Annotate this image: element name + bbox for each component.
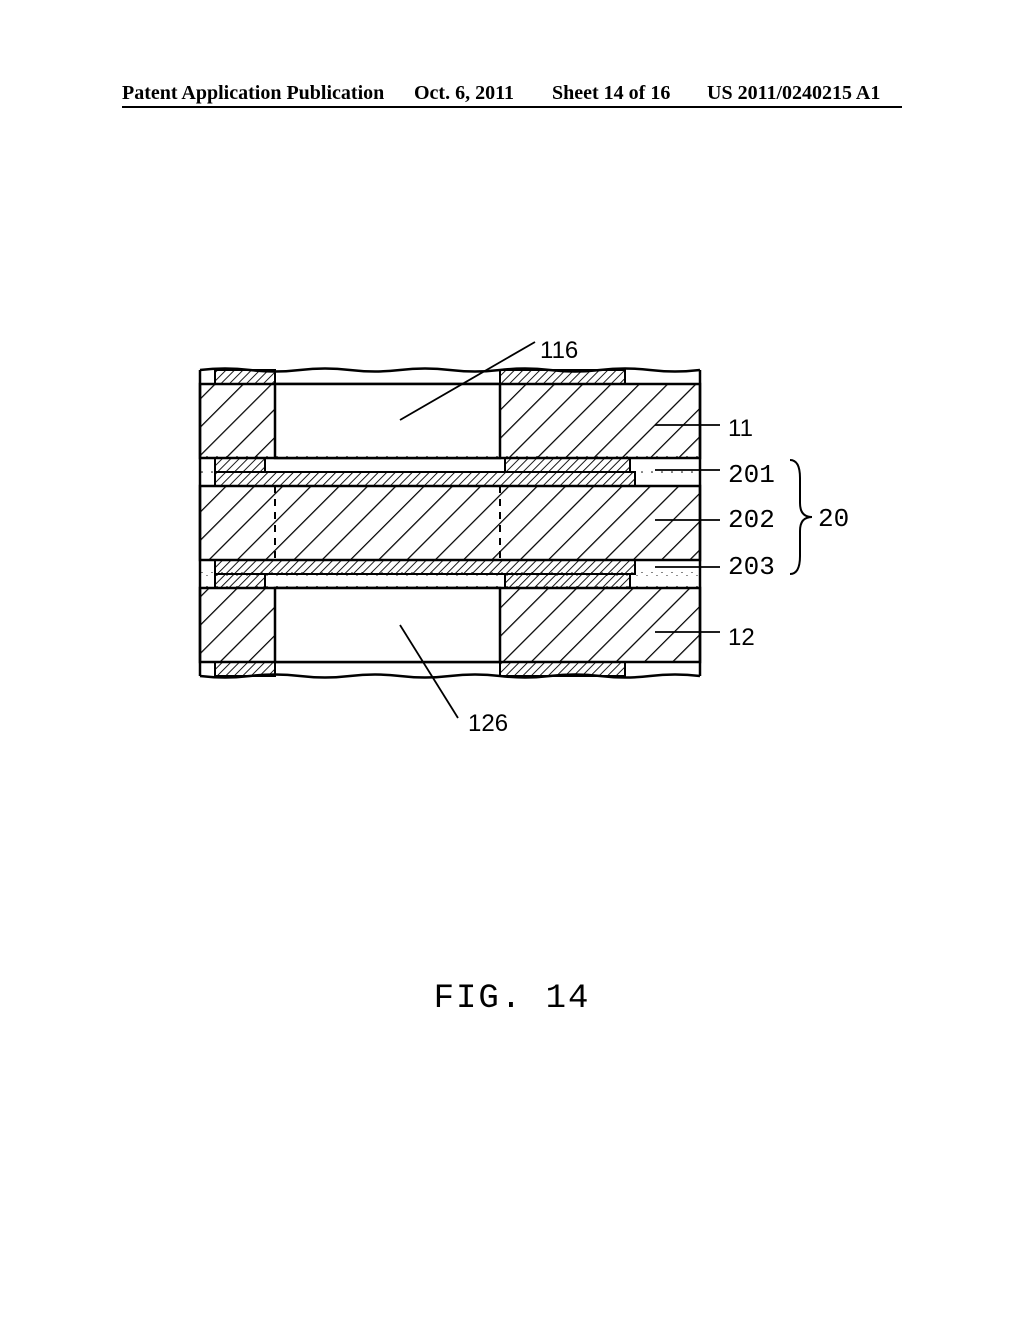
label-116: 116 [540,337,578,365]
label-12: 12 [728,624,755,652]
header-rule [122,106,902,108]
cross-section-diagram [195,335,755,735]
header-pub-type: Patent Application Publication [122,82,384,105]
header-sheet: Sheet 14 of 16 [552,82,670,105]
header-date: Oct. 6, 2011 [414,82,514,105]
label-11: 11 [728,415,753,443]
label-203: 203 [728,552,775,582]
figure-caption: FIG. 14 [0,980,1024,1018]
label-201: 201 [728,460,775,490]
label-202: 202 [728,505,775,535]
header-pub-number: US 2011/0240215 A1 [707,82,880,105]
label-126: 126 [468,710,508,738]
label-20: 20 [818,504,849,534]
